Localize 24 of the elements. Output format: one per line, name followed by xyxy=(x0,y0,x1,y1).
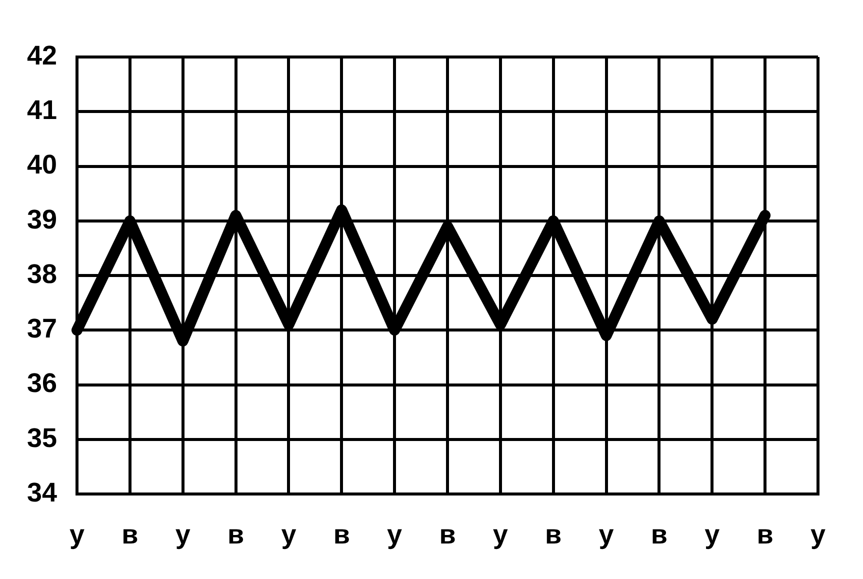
y-tick-label: 38 xyxy=(26,258,57,289)
y-tick-label: 39 xyxy=(26,204,57,234)
x-tick-label: у xyxy=(492,520,508,550)
y-tick-label: 36 xyxy=(26,368,57,398)
x-tick-label: в xyxy=(122,520,138,550)
x-tick-label: в xyxy=(545,520,562,550)
x-tick-label: в xyxy=(227,520,244,550)
x-tick-label: в xyxy=(650,520,668,550)
y-tick-label: 42 xyxy=(26,40,57,70)
x-tick-label: у xyxy=(704,520,720,550)
y-tick-label: 40 xyxy=(26,150,57,180)
y-tick-label: 34 xyxy=(26,477,57,508)
x-tick-label: в xyxy=(439,520,456,550)
x-tick-label: у xyxy=(69,520,85,550)
x-tick-label: в xyxy=(333,520,350,550)
x-tick-label: у xyxy=(810,520,826,550)
x-tick-label: у xyxy=(281,520,296,550)
x-tick-label: у xyxy=(598,520,614,550)
x-tick-label: у xyxy=(387,520,402,550)
y-tick-label: 35 xyxy=(26,422,57,453)
x-tick-label: у xyxy=(175,520,190,550)
y-tick-label: 41 xyxy=(26,95,57,126)
x-tick-label: в xyxy=(756,520,774,550)
y-tick-label: 37 xyxy=(26,314,57,344)
